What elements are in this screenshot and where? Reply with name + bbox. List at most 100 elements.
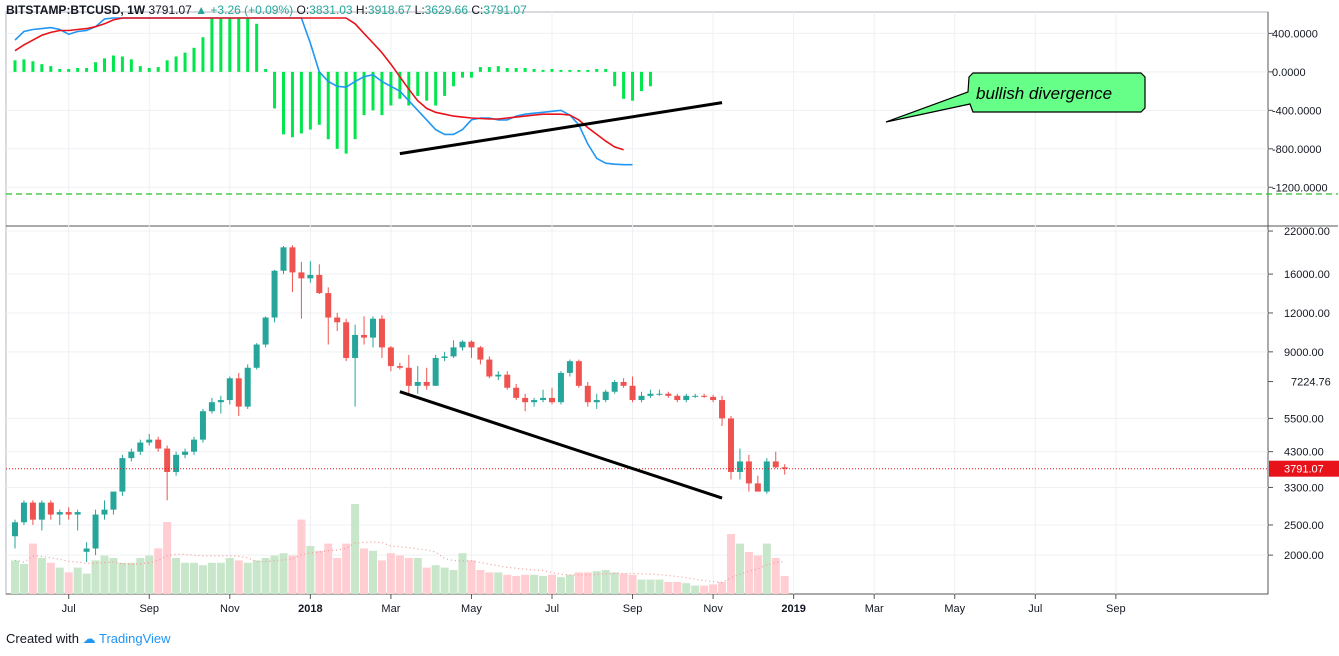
macd-panel [6,17,1338,195]
macd-hist-bar [335,71,339,149]
candle-body [173,454,180,472]
macd-hist-bar [326,71,330,140]
price-marker-label: 7224.76 [1291,377,1331,389]
volume-bar [145,555,154,594]
macd-histogram [13,18,652,154]
candle-body [74,512,81,515]
x-tick-label: May [944,603,965,615]
macd-hist-bar [514,68,518,72]
macd-hist-bar [111,55,115,72]
candle-body [611,381,618,392]
macd-y-tick-label: 0.0000 [1272,67,1306,79]
volume-bar [91,560,100,594]
macd-hist-bar [586,69,590,72]
volume-bar [207,562,216,594]
candle-body [468,341,475,348]
macd-hist-bar [94,62,98,72]
candle-body [719,400,726,419]
close-label: C: [471,3,484,17]
price-y-tick-label: 2500.00 [1284,520,1324,532]
candle-body [370,318,376,338]
macd-hist-bar [76,68,80,72]
macd-hist-bar [622,71,626,99]
volume-bar [521,574,530,594]
candle-body [199,411,206,440]
volume-bar [548,574,556,594]
candle-body [710,396,717,401]
volume-bar [601,570,610,594]
volume-bar [735,543,744,594]
candle-body [298,272,305,279]
candle-body [486,359,493,377]
volume-bar [655,579,664,594]
volume-bar [449,570,458,594]
signal-line [14,17,624,151]
macd-hist-bar [219,18,223,72]
candle-body [244,367,251,407]
macd-hist-bar [165,60,169,72]
candle-body [155,439,162,449]
candle-body [504,374,511,388]
macd-hist-bar [147,68,151,72]
volume-bar [100,555,109,594]
volume-bar [485,572,494,594]
candle-body [182,451,189,455]
volume-bar [413,558,422,594]
candle-body [387,347,394,367]
macd-hist-bar [648,71,652,87]
macd-hist-bar [577,69,581,72]
volume-bar [64,572,73,594]
volume-bar [664,582,673,594]
macd-hist-bar [371,71,375,111]
candle-body [83,548,90,552]
macd-hist-bar [282,71,285,135]
candle-body [128,451,135,459]
tradingview-brand[interactable]: TradingView [99,631,171,646]
high-value: 3918.67 [367,3,412,17]
volume-bar [172,558,181,594]
macd-hist-bar [183,52,187,72]
macd-hist-bar [210,18,214,72]
macd-hist-bar [290,71,294,138]
volume-bar [351,504,360,594]
candle-body [522,397,529,403]
macd-hist-bar [344,71,348,154]
volume-bar [82,573,91,594]
volume-bar [118,562,127,594]
support-trendline [399,390,723,500]
candle-body [20,502,27,523]
volume-bar [55,567,64,594]
candle-body [361,334,368,338]
volume-bar [458,553,467,594]
macd-hist-bar [523,68,527,72]
volume-bar [395,555,404,594]
candle-body [701,395,708,397]
symbol-label[interactable]: BITSTAMP:BTCUSD, 1W [6,3,146,17]
macd-hist-bar [13,60,17,72]
volume-bars [11,504,789,594]
macd-hist-bar [541,69,545,72]
macd-hist-bar [640,71,643,92]
volume-bar [628,574,637,594]
volume-bar [163,522,172,594]
volume-bar [619,573,628,594]
macd-hist-bar [103,58,106,72]
volume-bar [404,558,413,594]
candle-body [745,461,752,484]
macd-y-tick-label: -400.0000 [1272,105,1322,117]
macd-y-tick-label: -1200.0000 [1272,182,1328,194]
macd-hist-bar [595,68,599,72]
candle-body [781,467,788,469]
volume-bar [709,584,718,594]
volume-bar [11,560,19,594]
volume-bar [225,558,234,594]
volume-bar [530,574,539,594]
macd-hist-bar [604,68,608,72]
candle-body [602,391,609,401]
tradingview-logo-icon[interactable]: ☁ [82,631,96,646]
macd-hist-bar [58,68,62,72]
volume-bar [565,574,574,594]
macd-hist-bar [389,71,393,106]
bullish-divergence-callout[interactable]: bullish divergence [885,72,1146,123]
